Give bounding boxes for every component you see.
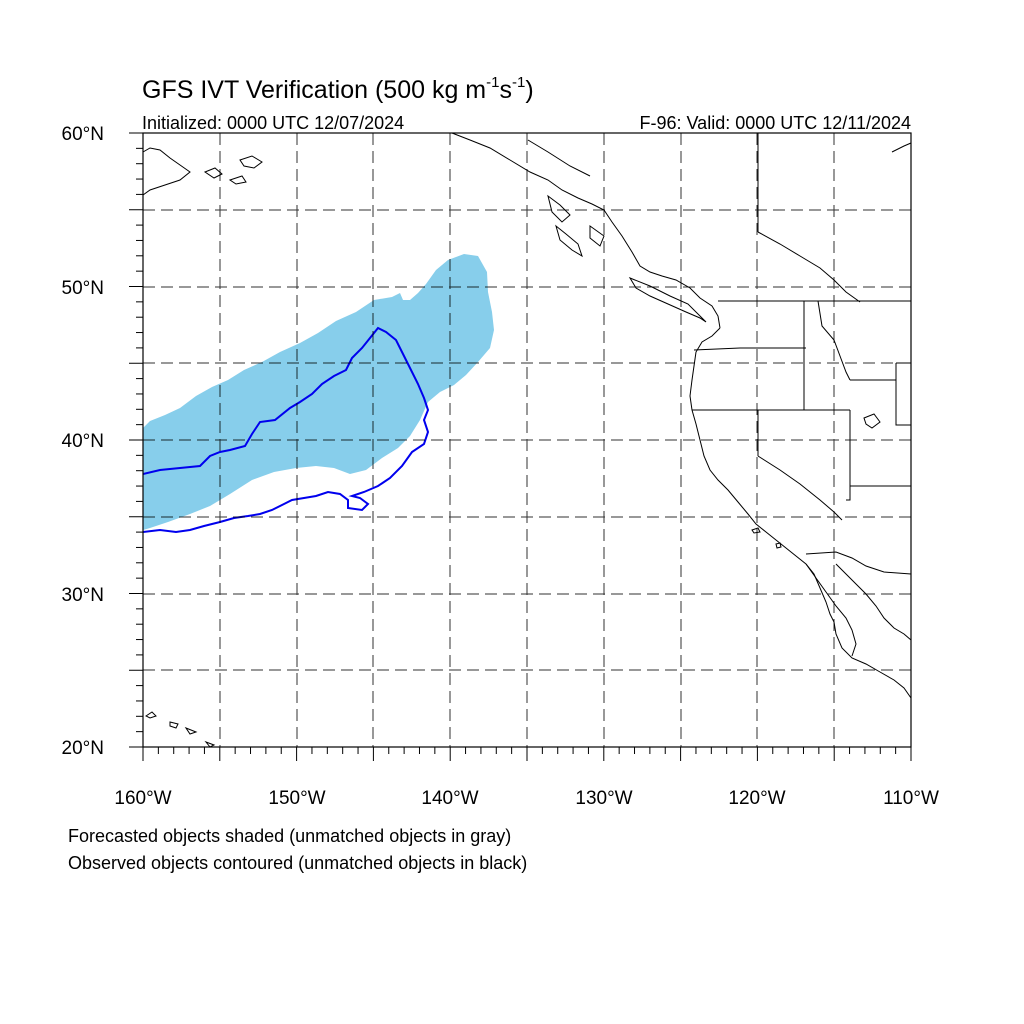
forecast-ivt-object	[143, 254, 494, 530]
axis-ticks	[129, 132, 912, 761]
footnote-forecast: Forecasted objects shaded (unmatched obj…	[68, 826, 512, 846]
footnote-observed: Observed objects contoured (unmatched ob…	[68, 853, 528, 873]
lon-label-150w: 150°W	[268, 788, 325, 809]
lon-label-160w: 160°W	[114, 788, 171, 809]
lon-label-140w: 140°W	[421, 788, 478, 809]
chart-title: GFS IVT Verification (500 kg m-1s-1)	[142, 74, 534, 104]
observed-ivt-contour	[143, 326, 430, 534]
lat-label-50: 50°N	[62, 278, 104, 299]
initialized-time: Initialized: 0000 UTC 12/07/2024	[142, 113, 404, 133]
political-borders	[527, 133, 912, 575]
coastlines	[142, 132, 912, 748]
lat-label-30: 30°N	[62, 585, 104, 606]
lat-label-20: 20°N	[62, 738, 104, 759]
graticule	[143, 133, 911, 747]
valid-time: F-96: Valid: 0000 UTC 12/11/2024	[640, 113, 912, 133]
lon-label-110w: 110°W	[883, 788, 939, 809]
longitude-labels: 160°W 150°W 140°W 130°W 120°W 110°W	[114, 788, 939, 809]
lat-label-40: 40°N	[62, 431, 104, 452]
lon-label-120w: 120°W	[728, 788, 785, 809]
latitude-labels: 60°N 50°N 40°N 30°N 20°N	[62, 124, 104, 759]
lat-label-60: 60°N	[62, 124, 104, 145]
lon-label-130w: 130°W	[575, 788, 632, 809]
